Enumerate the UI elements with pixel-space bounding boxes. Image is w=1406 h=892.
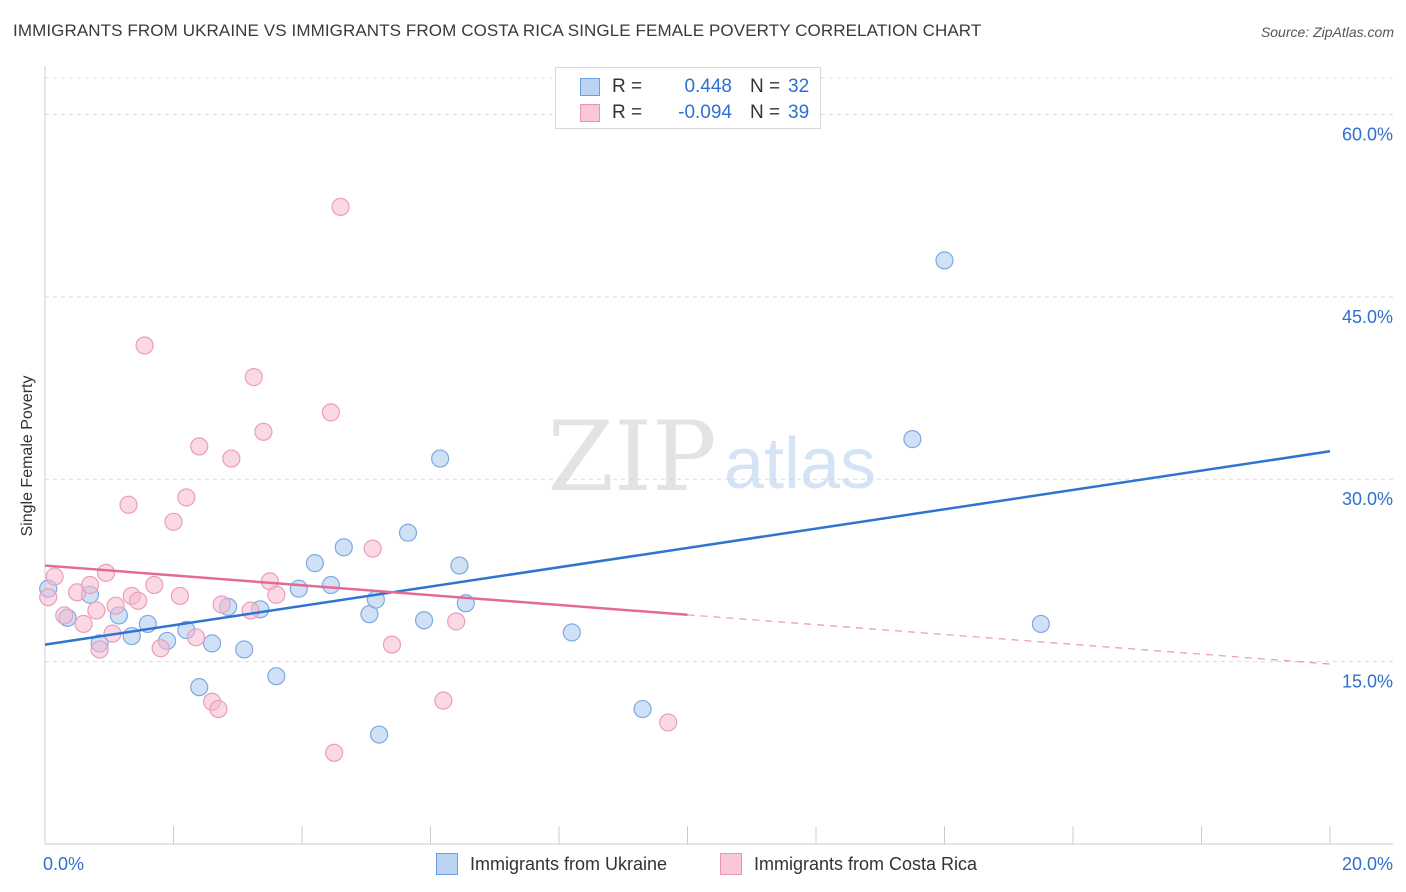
ukraine-point [414,611,434,630]
costa-rica-point [177,488,196,507]
costa-rica-point [321,403,341,422]
costa-rica-point [164,512,183,531]
costa-rica-swatch [580,104,600,122]
ukraine-point [431,449,450,468]
y-tick-label: 15.0% [1342,672,1393,692]
y-tick-label: 30.0% [1342,489,1393,509]
r-value-ukraine: 0.448 [684,76,732,97]
legend-row-ukraine: R = 0.448 N = 32 [580,74,809,100]
x-tick-label-max: 20.0% [1342,854,1393,874]
x-tick-label-min: 0.0% [43,854,84,874]
costa-rica-point [447,612,466,631]
ukraine-point [321,575,341,595]
tick-labels: 0.0% 20.0% 15.0% 30.0% 45.0% 60.0% [43,124,1393,874]
ukraine-point [190,678,209,697]
costa-rica-point [241,601,260,620]
ukraine-point [903,430,922,449]
costa-rica-point [129,591,148,610]
watermark-zip: ZIP [547,401,716,513]
ukraine-point [935,251,954,270]
y-tick-label: 60.0% [1342,124,1393,144]
costa-rica-point [96,563,116,582]
costa-rica-point [106,596,125,615]
costa-rica-point [363,539,382,558]
costa-rica-point [90,640,109,659]
n-value-ukraine: 32 [788,76,810,97]
costa-rica-point [39,588,58,607]
ukraine-point [1031,614,1050,634]
costa-rica-point [209,699,228,719]
costa-rica-point [382,635,402,654]
y-tick-label: 45.0% [1342,307,1393,327]
n-value-costa-rica: 39 [788,102,810,123]
watermark-atlas: atlas [724,424,876,504]
legend-row-costa-rica: R = -0.094 N = 39 [580,100,809,126]
ukraine-point [305,554,324,573]
n-label: N = [750,76,781,97]
ukraine-point [267,667,286,686]
ukraine-point [334,538,353,557]
ukraine-point [633,699,652,719]
watermark: ZIP atlas [547,401,876,513]
source-label: Source: ZipAtlas.com [1260,24,1394,40]
costa-rica-point [254,422,273,441]
costa-rica-trend-line-extension [687,614,1331,665]
correlation-legend: R = 0.448 N = 32 R = -0.094 N = 39 [555,67,821,129]
costa-rica-point [267,585,286,604]
axes [44,66,1393,845]
ukraine-point [289,579,308,598]
data-points [39,197,1050,762]
costa-rica-point [80,575,100,595]
legend-label-costa-rica: Immigrants from Costa Rica [754,853,978,874]
costa-rica-point [151,639,170,658]
costa-rica-trend-line [44,564,688,617]
costa-rica-point [212,595,231,614]
ukraine-point [202,634,222,653]
costa-rica-point [659,713,678,732]
costa-rica-point [244,368,263,387]
costa-rica-point [222,449,241,468]
gridlines [45,77,1393,663]
ukraine-trend-line [44,450,1331,646]
costa-rica-point [74,614,93,634]
costa-rica-point [325,743,344,762]
costa-rica-point [145,575,164,595]
ukraine-point [398,523,418,542]
legend-label-ukraine: Immigrants from Ukraine [470,853,668,874]
costa-rica-point [190,437,209,456]
costa-rica-point [434,691,453,710]
ukraine-point [235,640,254,659]
r-label: R = [612,102,643,123]
ukraine-swatch [580,78,600,96]
ukraine-point [562,623,581,642]
trend-lines [44,450,1331,665]
costa-rica-point [55,606,74,625]
r-value-costa-rica: -0.094 [678,102,732,123]
ukraine-point [450,556,469,575]
legend-item-costa-rica: Immigrants from Costa Rica [720,851,977,877]
costa-rica-point [331,197,350,216]
ukraine-point [370,725,389,744]
legend-item-ukraine: Immigrants from Ukraine [436,851,667,877]
n-label: N = [750,102,781,123]
costa-rica-point [87,601,106,620]
costa-rica-legend-swatch [720,853,742,875]
costa-rica-point [45,567,64,586]
costa-rica-point [119,495,138,514]
r-label: R = [612,76,643,97]
ukraine-legend-swatch [436,853,458,875]
costa-rica-point [186,628,206,647]
costa-rica-point [170,586,190,606]
costa-rica-point [135,336,154,355]
chart-title: IMMIGRANTS FROM UKRAINE VS IMMIGRANTS FR… [13,21,982,40]
